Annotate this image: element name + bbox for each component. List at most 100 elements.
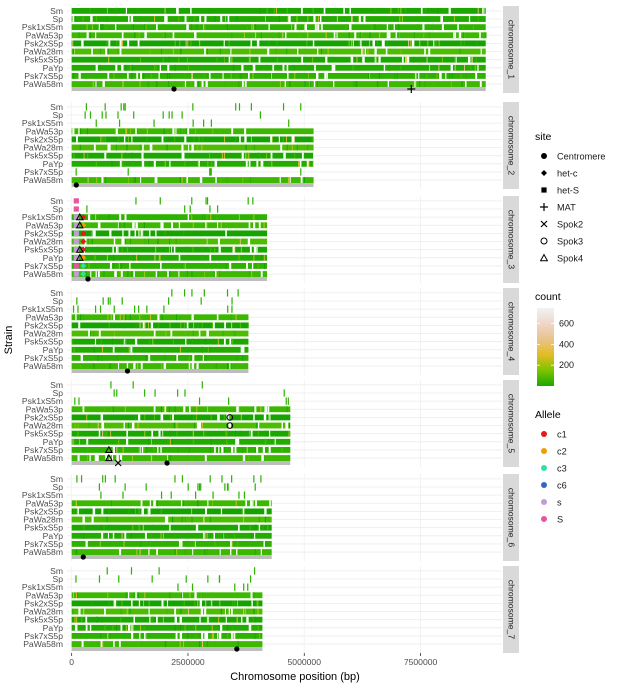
count-cell bbox=[155, 64, 157, 71]
count-spike bbox=[126, 608, 128, 615]
variant-tick bbox=[171, 111, 173, 119]
count-cell bbox=[165, 160, 167, 167]
count-cell bbox=[108, 214, 110, 221]
count-cell bbox=[127, 508, 129, 515]
count-cell bbox=[140, 322, 142, 329]
gap bbox=[230, 446, 234, 453]
strain-label: PaWa53p bbox=[26, 126, 64, 136]
strain-label: Sp bbox=[52, 110, 63, 120]
count-cell bbox=[172, 500, 175, 507]
strain-label: PaWa53p bbox=[26, 312, 64, 322]
count-spike bbox=[207, 406, 209, 413]
gap bbox=[281, 422, 283, 429]
gap bbox=[253, 246, 256, 253]
gap bbox=[386, 24, 389, 31]
count-cell bbox=[143, 624, 145, 631]
gap bbox=[245, 500, 247, 507]
variant-tick bbox=[122, 491, 124, 499]
gap bbox=[230, 540, 233, 547]
gap bbox=[477, 64, 479, 71]
count-cell bbox=[122, 322, 124, 329]
gap bbox=[111, 455, 114, 461]
gap bbox=[230, 549, 232, 555]
chromosome-length bbox=[71, 555, 272, 559]
count-cell bbox=[191, 338, 194, 345]
gap bbox=[186, 128, 190, 135]
track-bar bbox=[71, 128, 314, 135]
count-cell bbox=[162, 32, 164, 39]
count-cell bbox=[211, 322, 214, 329]
count-spike bbox=[287, 16, 289, 22]
legend-allele-key bbox=[541, 516, 547, 522]
count-cell bbox=[115, 7, 117, 14]
count-cell bbox=[90, 230, 93, 237]
track-bar bbox=[71, 7, 486, 14]
count-cell bbox=[199, 641, 201, 647]
count-cell bbox=[237, 592, 239, 599]
count-cell bbox=[81, 314, 84, 321]
gap bbox=[331, 64, 335, 71]
count-spike bbox=[203, 24, 205, 31]
count-cell bbox=[192, 330, 194, 337]
gap bbox=[194, 81, 197, 87]
track-PaWa28m bbox=[71, 238, 268, 245]
gap bbox=[169, 524, 171, 531]
track-bar bbox=[71, 549, 272, 555]
gap bbox=[247, 238, 251, 245]
count-cell bbox=[181, 516, 183, 523]
count-spike bbox=[379, 32, 381, 39]
count-cell bbox=[169, 72, 171, 79]
variant-tick bbox=[254, 483, 256, 491]
count-cell bbox=[207, 72, 209, 79]
count-spike bbox=[211, 624, 213, 631]
count-spike bbox=[206, 238, 208, 245]
count-spike bbox=[138, 32, 140, 39]
gap bbox=[178, 254, 181, 261]
count-cell bbox=[298, 48, 300, 55]
count-cell bbox=[78, 177, 80, 183]
gap bbox=[78, 128, 80, 135]
variant-tick bbox=[162, 111, 164, 119]
track-bar bbox=[71, 508, 272, 515]
gap bbox=[246, 262, 248, 269]
het-c-marker bbox=[80, 230, 87, 237]
count-cell bbox=[157, 500, 159, 507]
gap bbox=[209, 254, 212, 261]
gap bbox=[217, 222, 219, 229]
gap bbox=[97, 222, 101, 229]
count-cell bbox=[197, 500, 199, 507]
gap bbox=[124, 214, 127, 221]
count-cell bbox=[414, 72, 416, 79]
count-cell bbox=[252, 406, 254, 413]
variant-tick bbox=[98, 483, 101, 491]
gap bbox=[313, 81, 316, 87]
count-cell bbox=[201, 246, 203, 253]
legend-site-label: het-S bbox=[557, 186, 579, 196]
count-cell bbox=[97, 246, 99, 253]
gap bbox=[270, 136, 273, 143]
count-cell bbox=[153, 64, 156, 71]
count-spike bbox=[294, 136, 295, 143]
count-cell bbox=[77, 592, 79, 599]
count-spike bbox=[113, 600, 115, 607]
count-spike bbox=[95, 214, 97, 221]
count-cell bbox=[160, 48, 163, 55]
count-cell bbox=[234, 330, 236, 337]
count-cell bbox=[171, 438, 174, 445]
gap bbox=[72, 128, 75, 135]
variant-tick bbox=[283, 389, 285, 397]
count-spike bbox=[218, 616, 220, 623]
track-bar bbox=[71, 24, 486, 31]
gap bbox=[149, 144, 153, 151]
count-cell bbox=[239, 72, 241, 79]
count-cell bbox=[223, 446, 225, 453]
count-spike bbox=[100, 136, 102, 143]
count-cell bbox=[239, 430, 241, 437]
facet-strip bbox=[503, 102, 519, 189]
count-cell bbox=[463, 32, 465, 39]
track-PaYp bbox=[71, 346, 249, 353]
strain-label: PaWa58m bbox=[23, 639, 63, 649]
count-cell bbox=[82, 16, 84, 22]
count-cell bbox=[116, 24, 118, 31]
variant-tick bbox=[146, 305, 148, 313]
